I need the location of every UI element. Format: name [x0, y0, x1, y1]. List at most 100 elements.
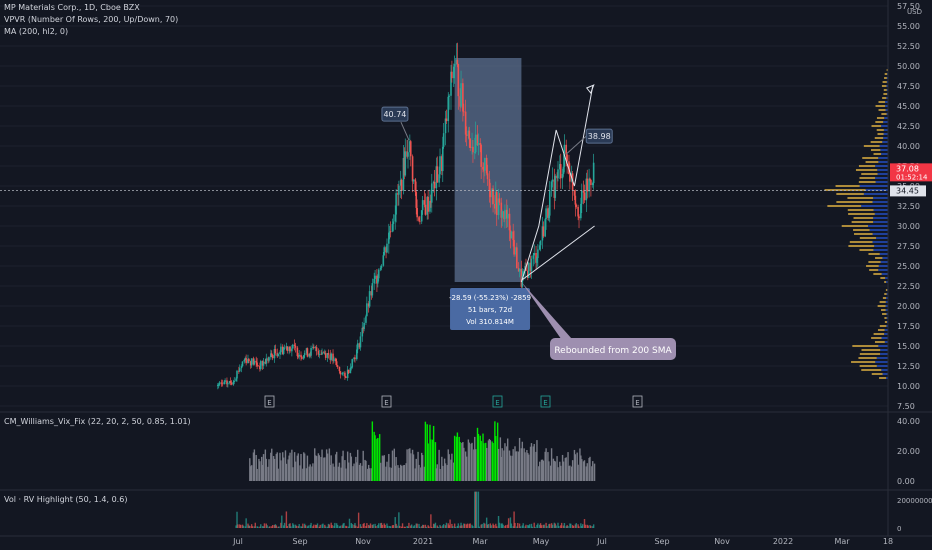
vpvr-down-bar [880, 277, 886, 279]
vix-bar [585, 466, 588, 481]
vix-bar [421, 455, 424, 481]
ma-legend[interactable]: MA (200, hl2, 0) [4, 27, 69, 36]
volume-bar [351, 524, 353, 528]
candle-body [589, 178, 591, 180]
vpvr-down-bar [859, 353, 881, 355]
vix-bar [500, 456, 502, 481]
candle-body [397, 193, 399, 195]
candle-body [379, 267, 382, 270]
volume-bar [459, 525, 461, 528]
vpvr-up-bar [884, 341, 888, 343]
volume-bar [407, 526, 409, 528]
volume-bar [517, 523, 519, 528]
vix-bar [503, 450, 505, 481]
vix-bar [293, 452, 296, 481]
vpvr-legend[interactable]: VPVR (Number Of Rows, 200, Up/Down, 70) [4, 15, 179, 24]
volume-legend[interactable]: Vol · RV Highlight (50, 1.4, 0.6) [4, 495, 128, 504]
volume-bar [452, 526, 454, 528]
vpvr-up-bar [885, 109, 888, 111]
volume-bar [342, 523, 344, 528]
earnings-marker-label: E [635, 399, 639, 407]
vix-bar [332, 463, 334, 481]
candle-body [451, 71, 453, 79]
vix-bar [533, 444, 535, 481]
vix-bar [270, 452, 272, 481]
vix-bar [361, 465, 363, 481]
volume-bar [386, 523, 388, 528]
candle-body [435, 166, 438, 189]
vpvr-up-bar [884, 329, 888, 331]
vix-bar [573, 449, 576, 481]
vix-bar [492, 443, 494, 481]
candle-body [361, 327, 364, 337]
price-axis: 57.50 55.00 52.50 50.00 47.50 45.00 42.50 40.00… [890, 2, 932, 411]
volume-bar [248, 525, 250, 528]
candle-body [329, 354, 332, 360]
candle-body [432, 181, 435, 184]
candle-body [257, 365, 259, 367]
vix-bar [456, 432, 459, 481]
vix-bar [576, 452, 578, 481]
volume-bar [408, 522, 410, 528]
vix-bar [374, 435, 376, 481]
vix-bar [403, 464, 406, 481]
vpvr-up-bar [873, 217, 888, 219]
volume-bar [400, 526, 403, 528]
volume-bar [506, 524, 509, 528]
volume-bar [293, 524, 295, 528]
vix-bar [312, 463, 314, 481]
volume-bar [463, 523, 465, 528]
time-tick-label: Mar [834, 537, 850, 546]
earnings-marker [492, 395, 503, 408]
volume-bar [357, 526, 359, 528]
vpvr-up-bar [883, 137, 888, 139]
volume-bar [586, 524, 588, 528]
projection-arrow[interactable] [520, 85, 594, 283]
volume-bar [319, 524, 321, 528]
vix-bar [297, 453, 299, 481]
volume-bar [391, 525, 394, 528]
candle-body [411, 156, 414, 182]
price-candles [217, 42, 595, 390]
vix-bar [538, 461, 541, 481]
candle-body [218, 382, 221, 385]
vix-bar [548, 461, 550, 481]
vpvr-down-bar [877, 305, 886, 307]
vix-bar [571, 460, 574, 481]
vix-bar [305, 468, 308, 481]
volume-bar [406, 525, 408, 528]
time-tick-label: Mar [472, 537, 488, 546]
volume-bar [471, 524, 473, 528]
vix-bar [349, 452, 352, 481]
volume-bar [519, 526, 522, 528]
vix-fix-legend[interactable]: CM_Williams_Vix_Fix (22, 20, 2, 50, 0.85… [4, 417, 191, 426]
vpvr-up-bar [886, 293, 888, 295]
candle-body [366, 303, 368, 317]
candle-body [527, 270, 529, 279]
vpvr-up-bar [874, 213, 888, 215]
vix-bar [424, 421, 427, 481]
vpvr-down-bar [858, 181, 876, 183]
candle-body [362, 327, 365, 330]
vpvr-up-bar [886, 113, 888, 115]
currency-label: USD [907, 8, 922, 16]
vpvr-up-bar [859, 185, 888, 187]
candle-body [441, 146, 444, 172]
volume-bar [428, 526, 430, 528]
vpvr-up-bar [886, 313, 888, 315]
candle-body [455, 59, 458, 65]
candle-body [580, 203, 582, 219]
volume-bar [359, 524, 362, 528]
vpvr-down-bar [861, 349, 881, 351]
vpvr-up-bar [886, 85, 888, 87]
candle-body [542, 226, 545, 237]
vix-bar [463, 447, 465, 481]
symbol-legend[interactable]: MP Materials Corp., 1D, Cboe BZX [4, 3, 140, 12]
volume-bar [419, 526, 421, 528]
vix-bar [303, 452, 305, 481]
measure-range-box[interactable] [454, 58, 522, 282]
price-tick-label: 17.50 [897, 322, 920, 331]
volume-bar [475, 491, 478, 528]
vpvr-up-bar [886, 325, 888, 327]
